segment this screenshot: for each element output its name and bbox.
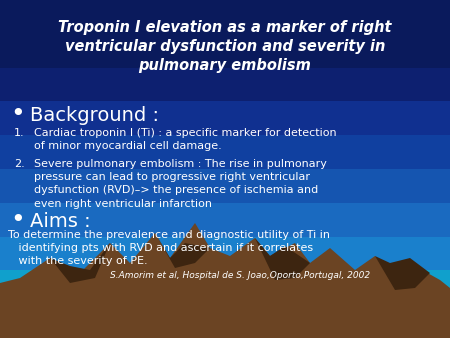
- Bar: [0, 135, 450, 169]
- Bar: [0, 237, 450, 270]
- Polygon shape: [0, 223, 450, 338]
- Bar: [0, 304, 450, 338]
- Text: Background :: Background :: [30, 106, 159, 125]
- Text: Aims :: Aims :: [30, 212, 90, 231]
- Text: •: •: [10, 208, 25, 232]
- Bar: [0, 169, 450, 203]
- Bar: [0, 68, 450, 101]
- Text: Troponin I elevation as a marker of right
ventricular dysfunction and severity i: Troponin I elevation as a marker of righ…: [58, 20, 392, 73]
- Text: S.Amorim et al, Hospital de S. Joao,Oporto,Portugal, 2002: S.Amorim et al, Hospital de S. Joao,Opor…: [110, 271, 370, 280]
- Polygon shape: [375, 256, 430, 290]
- Bar: [0, 101, 450, 135]
- Text: •: •: [10, 102, 25, 126]
- Polygon shape: [50, 243, 110, 283]
- Text: Cardiac troponin I (Ti) : a specific marker for detection
of minor myocardial ce: Cardiac troponin I (Ti) : a specific mar…: [34, 128, 337, 151]
- Bar: [0, 203, 450, 237]
- Text: 1.: 1.: [14, 128, 25, 138]
- Bar: [0, 270, 450, 304]
- Polygon shape: [255, 238, 310, 280]
- Polygon shape: [155, 233, 210, 268]
- Text: Severe pulmonary embolism : The rise in pulmonary
pressure can lead to progressi: Severe pulmonary embolism : The rise in …: [34, 159, 327, 209]
- Bar: [280, 298, 450, 338]
- Text: To determine the prevalence and diagnostic utility of Ti in
   identifying pts w: To determine the prevalence and diagnost…: [8, 230, 330, 266]
- Bar: [0, 34, 450, 68]
- Bar: [0, 0, 450, 34]
- Text: 2.: 2.: [14, 159, 25, 169]
